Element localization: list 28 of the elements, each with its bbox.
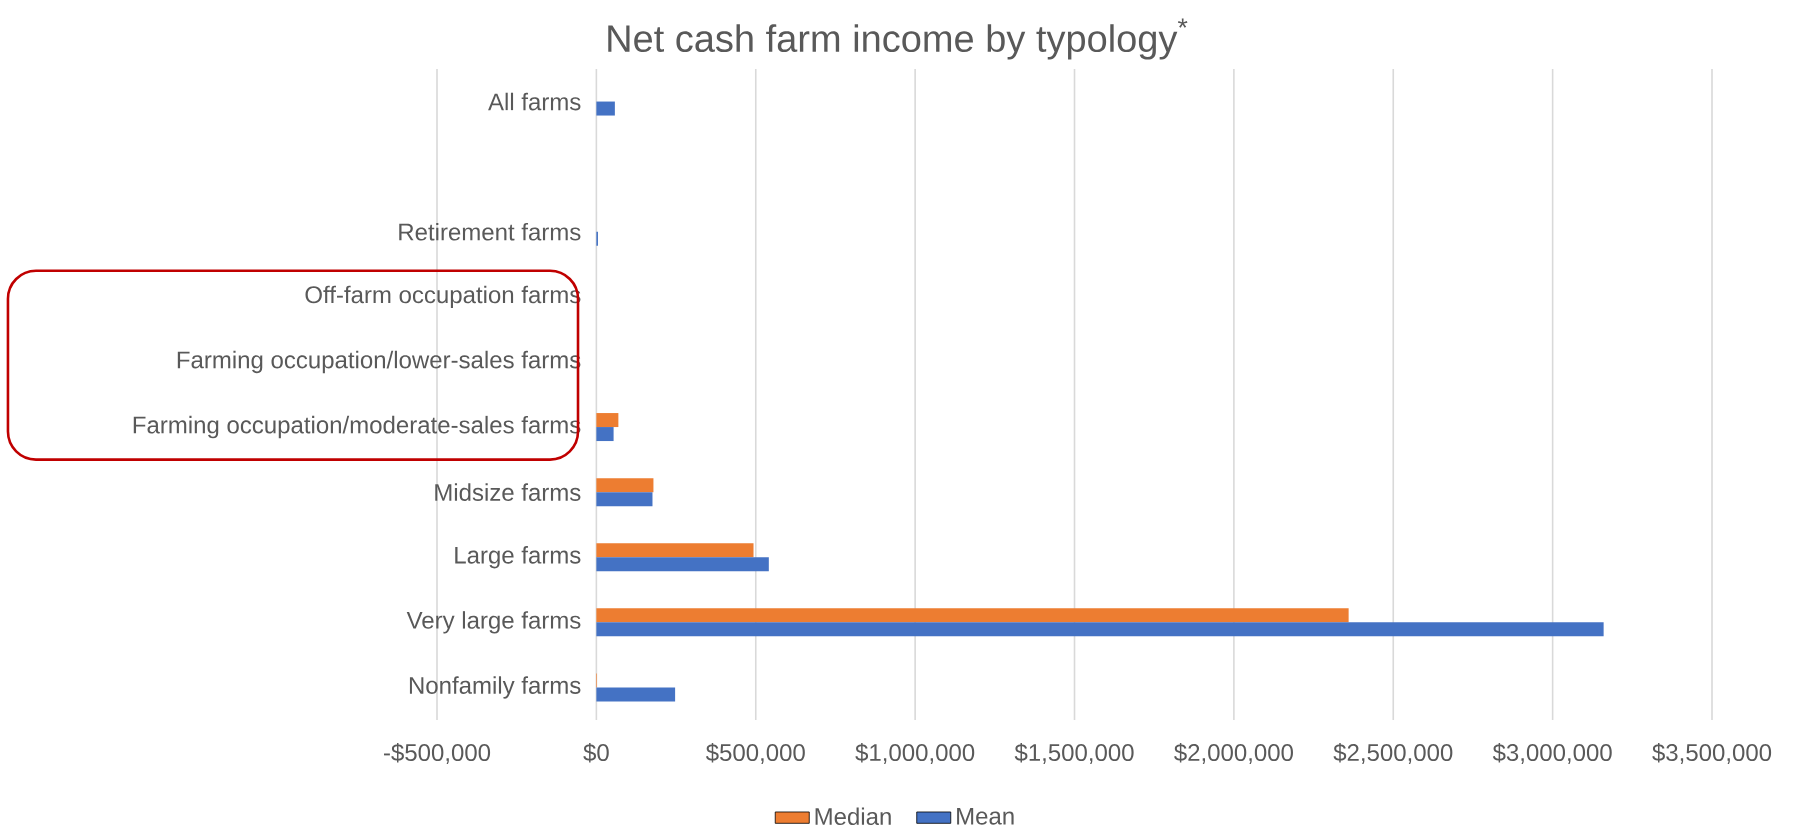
y-tick-label: Very large farms (406, 611, 581, 634)
bar (596, 101, 615, 116)
x-tick-label: $2,500,000 (1333, 743, 1453, 764)
y-tick-label: Retirement farms (399, 222, 581, 241)
y-tick-label: All farms (488, 92, 581, 111)
bar (596, 478, 654, 493)
y-tick-label: Midsize farms (435, 483, 581, 501)
x-tick-label: $500,000 (705, 743, 805, 764)
x-tick-label: $2,000,000 (1174, 743, 1293, 764)
bar (596, 413, 619, 428)
legend-label: Median (815, 807, 891, 826)
x-tick-label: -$500,000 (384, 743, 491, 764)
bar (596, 492, 653, 507)
y-tick-label: Nonfamily farms (409, 676, 581, 699)
bar (596, 608, 1349, 623)
x-tick-label: $3,000,000 (1492, 743, 1612, 764)
x-tick-label: $0 (583, 743, 609, 763)
bar (596, 687, 676, 702)
chart-title: Net cash farm income by typology$^{*}$ (608, 18, 1188, 60)
bar (596, 543, 754, 558)
legend-label: Mean (957, 807, 1014, 825)
x-tick-label: $1,000,000 (855, 743, 975, 764)
x-tick-label: $3,500,000 (1652, 743, 1772, 764)
x-tick-label: $1,500,000 (1014, 743, 1134, 764)
bar (596, 557, 769, 572)
bar (596, 427, 614, 442)
y-tick-label: Large farms (455, 546, 581, 569)
bar (596, 622, 1604, 637)
